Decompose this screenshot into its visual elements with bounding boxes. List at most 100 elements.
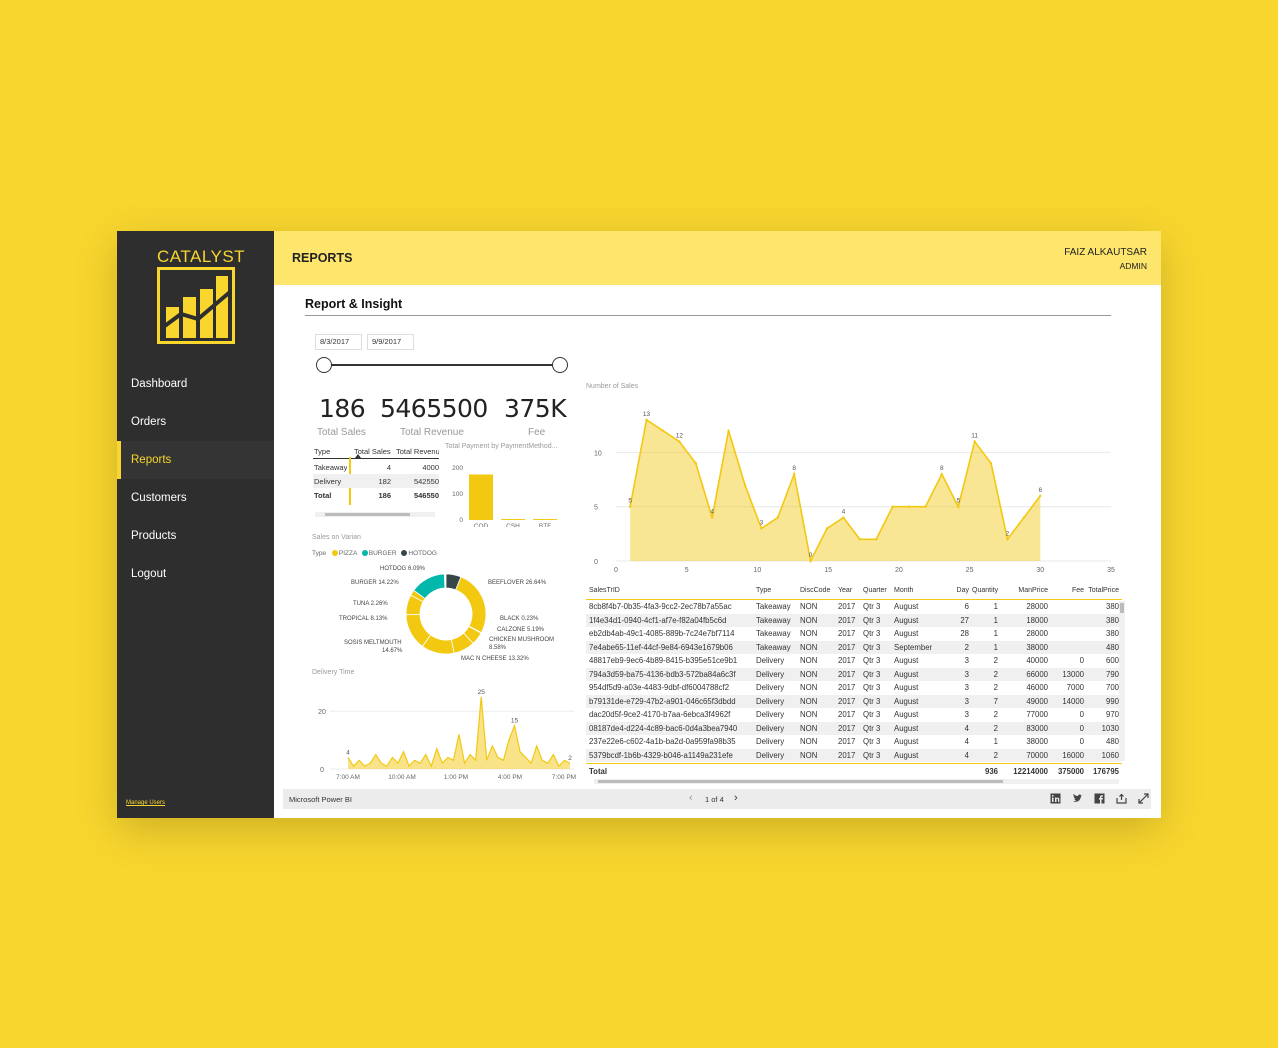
- end-date-input[interactable]: 9/9/2017: [367, 334, 414, 350]
- horizontal-scrollbar[interactable]: [594, 779, 1119, 784]
- table-row[interactable]: dac20d5f-9ce2-4170-b7aa-6ebca3f4962f Deli…: [586, 708, 1120, 722]
- x-tick-label: 10:00 AM: [388, 774, 415, 781]
- table-row[interactable]: 5379bcdf-1b6b-4329-b046-a1149a231efe Deli…: [586, 748, 1120, 762]
- column-header[interactable]: Quarter: [863, 587, 887, 594]
- column-header[interactable]: SalesTrID: [589, 587, 620, 594]
- column-header[interactable]: DiscCode: [800, 587, 831, 594]
- start-date-input[interactable]: 8/3/2017: [315, 334, 362, 350]
- slider-end-handle[interactable]: [552, 357, 568, 373]
- x-tick-label: 1:00 PM: [444, 774, 468, 781]
- table-row[interactable]: 1f4e34d1-0940-4cf1-af7e-f82a04fb5c6d Take…: [586, 613, 1120, 627]
- y-tick-label: 10: [594, 450, 602, 457]
- table-row[interactable]: 7e4abe65-11ef-44cf-9e84-6943e1679b06 Take…: [586, 640, 1120, 654]
- powerbi-footer: Microsoft Power BI ‹ 1 of 4 ›: [283, 789, 1151, 809]
- twitter-icon[interactable]: [1072, 793, 1083, 806]
- donut-label: CALZONE 5.19%: [497, 627, 545, 633]
- sidebar-item-logout[interactable]: Logout: [131, 568, 167, 580]
- legend-item[interactable]: HOTDOG: [408, 550, 437, 557]
- table-row[interactable]: 48817eb9-9ec6-4b89-8415-b395e51ce9b1 Deli…: [586, 654, 1120, 668]
- column-header[interactable]: Type: [756, 587, 772, 594]
- table-header[interactable]: Total Revenu: [396, 447, 439, 456]
- column-header[interactable]: Fee: [1071, 587, 1084, 594]
- table-cell: Delivery: [756, 656, 785, 665]
- bar: [469, 474, 493, 520]
- data-label: 4: [842, 509, 846, 516]
- slider-start-handle[interactable]: [316, 357, 332, 373]
- table-row[interactable]: 794a3d59-ba75-4136-bdb3-572ba84a6c3f Deli…: [586, 667, 1120, 681]
- table-cell: NON: [800, 656, 818, 665]
- table-total-cell: 546550: [413, 491, 439, 500]
- next-page-icon[interactable]: ›: [734, 792, 738, 804]
- date-range-slider[interactable]: [323, 364, 561, 366]
- table-row[interactable]: 08187de4-d224-4c89-bac6-0d4a3bea7940 Deli…: [586, 721, 1120, 735]
- scrollbar-thumb[interactable]: [1120, 603, 1124, 613]
- table-row[interactable]: 8cb8f4b7-0b35-4fa3-9cc2-2ec78b7a55ac Take…: [586, 600, 1120, 614]
- table-cell: 542550: [413, 477, 439, 486]
- table-cell: NON: [800, 750, 818, 760]
- y-tick-label: 20: [318, 709, 326, 716]
- legend-item[interactable]: PIZZA: [338, 550, 357, 557]
- x-tick-label: 25: [966, 567, 974, 574]
- sidebar-item-dashboard[interactable]: Dashboard: [131, 378, 188, 390]
- sales-variant-donut-chart[interactable]: [403, 571, 489, 657]
- table-cell: 2017: [838, 642, 856, 652]
- column-header[interactable]: Year: [838, 587, 853, 594]
- table-row[interactable]: b79131de-e729-47b2-a901-046c65f3dbdd Deli…: [586, 694, 1120, 708]
- facebook-icon[interactable]: [1094, 793, 1105, 806]
- number-of-sales-area-chart[interactable]: 5 13 12 4 3 8 0 4 8 5 11 2 6 10 5 0 0 5 10 15 20 25 30 35: [586, 395, 1126, 577]
- payment-method-bar-chart[interactable]: 200 100 0 COD CSH BTF: [439, 455, 579, 527]
- column-header[interactable]: Day: [956, 587, 969, 594]
- section-title: Report & Insight: [305, 297, 403, 311]
- linkedin-icon[interactable]: [1050, 793, 1061, 806]
- vertical-scrollbar[interactable]: [1119, 601, 1125, 761]
- data-point: [809, 559, 812, 563]
- header-bar: REPORTS FAIZ ALKAUTSAR ADMIN: [274, 231, 1161, 285]
- table-cell: Delivery: [314, 477, 342, 486]
- table-cell: 4000: [422, 463, 439, 472]
- table-cell: Qtr 3: [863, 750, 881, 760]
- table-cell: 0: [1079, 710, 1084, 719]
- column-header[interactable]: ManPrice: [1018, 587, 1048, 594]
- fullscreen-icon[interactable]: [1138, 793, 1149, 806]
- powerbi-label[interactable]: Microsoft Power BI: [289, 795, 352, 804]
- sidebar-item-customers[interactable]: Customers: [131, 492, 187, 504]
- scrollbar-thumb[interactable]: [325, 513, 410, 516]
- table-header[interactable]: Total Sales: [354, 447, 391, 456]
- table-cell: 49000: [1026, 696, 1048, 706]
- delivery-time-area-chart[interactable]: 20 0 4 25 15 2 7:00 AM 10:00 AM 1:00 PM 4:00 PM 7:…: [312, 683, 577, 785]
- payment-chart-title: Total Payment by PaymentMethod...: [445, 443, 558, 450]
- table-row[interactable]: 237e22e6-c602-4a1b-ba2d-0a959fa98b35 Deli…: [586, 735, 1120, 749]
- sidebar-item-reports[interactable]: Reports: [117, 441, 274, 479]
- table-cell: Delivery: [756, 723, 785, 733]
- page-indicator: 1 of 4: [705, 795, 724, 804]
- share-icon[interactable]: [1116, 793, 1127, 806]
- table-cell: Qtr 3: [863, 669, 881, 679]
- kpi-total-sales-value: 186: [319, 394, 366, 423]
- legend-item[interactable]: BURGER: [368, 550, 397, 557]
- data-point: [645, 418, 648, 422]
- table-cell: Takeaway: [314, 463, 348, 472]
- table-row[interactable]: 954df5d9-a03e-4483-9dbf-df6004788cf2 Deli…: [586, 681, 1120, 695]
- user-name[interactable]: FAIZ ALKAUTSAR: [1064, 247, 1147, 258]
- previous-page-icon[interactable]: ‹: [689, 792, 693, 804]
- manage-users-link[interactable]: Manage Users: [126, 800, 166, 806]
- table-cell: 4: [964, 737, 969, 746]
- table-cell: 1: [993, 737, 998, 746]
- column-header[interactable]: TotalPrice: [1088, 587, 1119, 594]
- sort-arrow-icon[interactable]: [355, 454, 361, 458]
- legend-dot-icon: [401, 550, 408, 557]
- table-cell: August: [894, 615, 919, 625]
- sidebar-item-products[interactable]: Products: [131, 530, 177, 542]
- scrollbar-thumb[interactable]: [598, 780, 1003, 783]
- column-header[interactable]: Month: [894, 587, 914, 594]
- table-header[interactable]: Type: [314, 447, 331, 456]
- x-tick-label: 7:00 PM: [552, 774, 576, 781]
- table-cell: August: [894, 723, 919, 733]
- table-cell: 4: [964, 723, 969, 733]
- horizontal-scrollbar[interactable]: [315, 512, 435, 517]
- table-cell: 8cb8f4b7-0b35-4fa3-9cc2-2ec78b7a55ac: [589, 602, 732, 611]
- table-row[interactable]: eb2db4ab-49c1-4085-889b-7c24e7bf7114 Take…: [586, 627, 1120, 641]
- sidebar-item-orders[interactable]: Orders: [131, 416, 167, 428]
- column-header[interactable]: Quantity: [972, 587, 998, 594]
- data-point: [694, 462, 697, 465]
